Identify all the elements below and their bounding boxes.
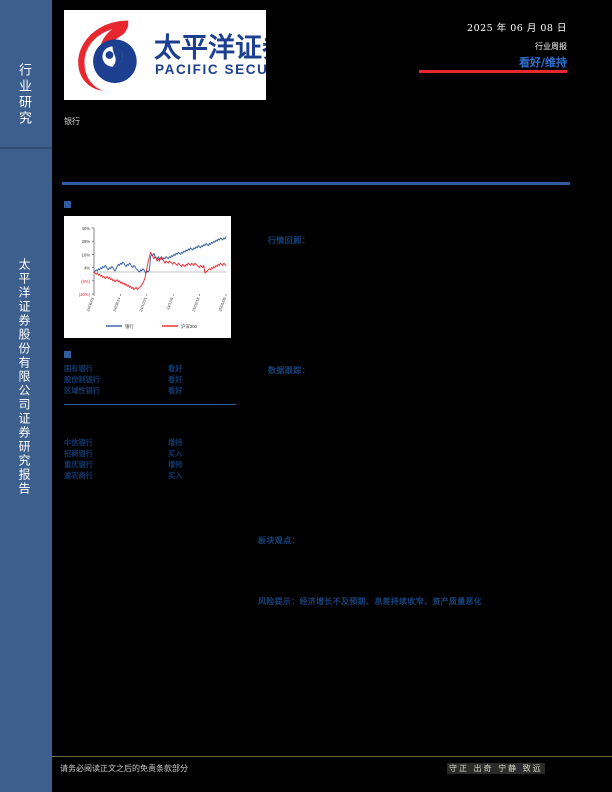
section-sector-view: 板块观点： — [258, 535, 300, 545]
row-name: 股份制银行 — [64, 375, 100, 384]
row-name: 渝农商行 — [64, 471, 93, 480]
industry-label: 银行 — [64, 117, 80, 126]
row-rating: 看好 — [168, 386, 183, 395]
svg-text:银行: 银行 — [125, 323, 134, 330]
bullet-square-ratings — [64, 351, 71, 358]
section-risk-note: 风险提示：经济增长不及预期、息差持续收窄、资产质量恶化 — [258, 596, 483, 606]
left-sidebar-band — [0, 0, 52, 792]
table-row: 重庆银行 增持 — [64, 460, 239, 471]
table-row: 招商银行 买入 — [64, 449, 239, 460]
header-blue-rule — [62, 182, 570, 185]
svg-text:28%: 28% — [82, 239, 91, 244]
svg-text:(8%): (8%) — [81, 279, 90, 284]
logo-english-name: PACIFIC SECURITIES — [155, 62, 266, 77]
row-name: 重庆银行 — [64, 460, 93, 469]
section-market-review: 行情回顾： — [268, 235, 310, 245]
stock-ratings-table: 中信银行 增持 招商银行 买入 重庆银行 增持 渝农商行 买入 — [64, 438, 239, 482]
table-row: 股份制银行 看好 — [64, 375, 239, 386]
table-row: 区域性银行 看好 — [64, 386, 239, 397]
svg-text:16%: 16% — [82, 252, 91, 257]
sidebar-top-block — [0, 0, 52, 148]
performance-chart-svg: 40% 28% 16% 4% (8%) (20%)24/06/03 24/08/14 24/1… — [64, 216, 231, 338]
svg-text:沪深300: 沪深300 — [181, 323, 198, 330]
row-name: 中信银行 — [64, 438, 93, 447]
sidebar-top-label: 行业研究 — [16, 63, 31, 127]
pacific-logo-icon — [78, 20, 137, 91]
bullet-square-chart — [64, 201, 71, 208]
table-row: 中信银行 增持 — [64, 438, 239, 449]
footer-slogan: 守正 出奇 宁静 致远 — [447, 763, 545, 774]
svg-text:25/05/09: 25/05/09 — [218, 297, 227, 312]
svg-text:(20%): (20%) — [79, 292, 91, 297]
row-rating: 看好 — [168, 375, 183, 384]
report-kind: 行业周报 — [535, 42, 567, 51]
svg-text:24/08/14: 24/08/14 — [113, 297, 122, 312]
footer-rule — [52, 756, 612, 757]
svg-text:25/02/18: 25/02/18 — [192, 297, 201, 312]
row-rating: 增持 — [168, 460, 183, 469]
report-date: 2025 年 06 月 08 日 — [467, 23, 567, 34]
industry-rating-badge: 看好/维持 — [518, 56, 567, 69]
table-row: 渝农商行 买入 — [64, 471, 239, 482]
table-row: 国有银行 看好 — [64, 364, 239, 375]
sidebar-main-label: 太平洋证券股份有限公司证券研究报告 — [17, 258, 31, 496]
row-rating: 买入 — [168, 471, 183, 480]
row-name: 国有银行 — [64, 364, 93, 373]
svg-text:24/06/03: 24/06/03 — [86, 297, 95, 312]
footer-disclaimer: 请务必阅读正文之后的免责条款部分 — [60, 764, 188, 773]
sidebar-main-block — [0, 148, 52, 792]
performance-chart: 40% 28% 16% 4% (8%) (20%) 24/06/03 24/08/14 24/1… — [64, 216, 231, 338]
svg-text:40%: 40% — [82, 226, 91, 231]
company-logo: 太平洋证券 PACIFIC SECURITIES — [64, 10, 266, 100]
sector-ratings-table: 国有银行 看好 股份制银行 看好 区域性银行 看好 — [64, 364, 239, 397]
row-name: 区域性银行 — [64, 386, 100, 395]
logo-chinese-name: 太平洋证券 — [154, 33, 266, 64]
svg-text:24/12/6: 24/12/6 — [166, 297, 174, 310]
svg-text:4%: 4% — [84, 266, 90, 271]
row-rating: 买入 — [168, 449, 183, 458]
header-red-rule — [419, 70, 567, 73]
section-data-tracking: 数据跟踪： — [268, 365, 310, 375]
row-rating: 看好 — [168, 364, 183, 373]
sector-table-underline — [64, 404, 236, 405]
row-name: 招商银行 — [64, 449, 93, 458]
sidebar-divider — [0, 147, 52, 149]
row-rating: 增持 — [168, 438, 183, 447]
svg-text:24/10/25: 24/10/25 — [139, 297, 148, 312]
